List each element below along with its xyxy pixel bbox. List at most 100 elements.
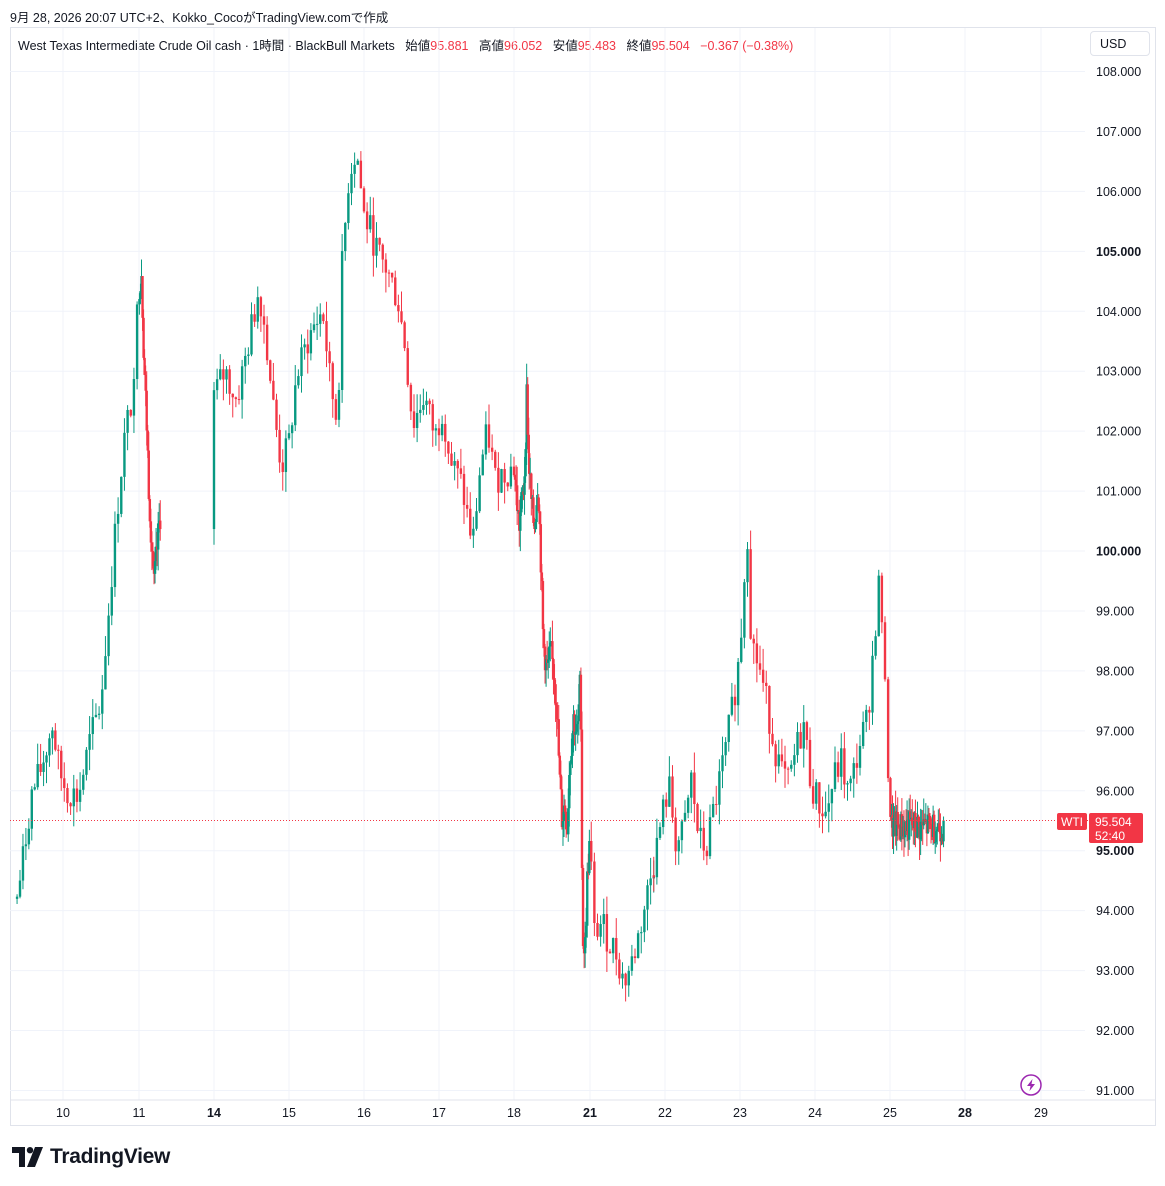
candle — [858, 734, 862, 776]
candle — [874, 630, 877, 660]
candle — [15, 894, 19, 904]
candle — [774, 740, 777, 783]
candle — [588, 829, 591, 876]
candle — [487, 404, 491, 453]
candle — [72, 774, 75, 827]
y-tick-label: 97.000 — [1096, 724, 1134, 738]
candle — [437, 418, 441, 452]
candle — [39, 743, 42, 776]
candle — [253, 304, 256, 327]
candle — [805, 720, 809, 750]
candle — [412, 394, 416, 438]
candle — [57, 744, 60, 770]
candle — [18, 869, 22, 899]
candle — [552, 657, 555, 695]
candle — [569, 760, 572, 796]
candle — [390, 272, 394, 283]
legend-low-value: 95.483 — [577, 39, 616, 53]
candle — [66, 783, 69, 813]
candle — [827, 784, 830, 833]
candle — [558, 752, 562, 778]
candle — [394, 270, 397, 307]
candle — [250, 302, 253, 357]
candle — [736, 658, 740, 726]
candle — [322, 312, 325, 325]
legend-close-label: 終値 — [626, 39, 652, 53]
candle — [347, 183, 350, 230]
candle — [624, 972, 627, 1002]
candle — [579, 667, 583, 742]
candle — [478, 467, 481, 514]
candle — [135, 301, 139, 390]
candle — [484, 411, 488, 460]
candle — [843, 732, 846, 799]
candle — [643, 905, 646, 943]
candle — [113, 511, 117, 597]
candle — [120, 476, 123, 518]
candle — [434, 424, 438, 446]
candle — [51, 727, 54, 755]
price-badge: WTI 95.504 52:40 — [1057, 813, 1143, 843]
candle — [132, 367, 136, 434]
candle — [777, 739, 780, 774]
candle — [665, 792, 668, 818]
candle — [397, 294, 400, 323]
candle — [733, 684, 737, 722]
candle — [234, 396, 238, 408]
candle — [671, 765, 674, 823]
candle — [21, 833, 25, 890]
candle — [331, 361, 334, 418]
x-tick-label: 18 — [507, 1106, 521, 1120]
candle — [222, 359, 225, 401]
candle — [821, 796, 824, 834]
lightning-icon[interactable] — [1020, 1074, 1042, 1096]
candle — [116, 497, 120, 543]
candle — [353, 152, 356, 188]
x-tick-label: 28 — [958, 1106, 972, 1120]
candle — [627, 965, 630, 997]
x-tick-label: 14 — [207, 1106, 221, 1120]
y-tick-label: 105.000 — [1096, 245, 1141, 259]
candle — [94, 703, 98, 718]
candle — [593, 852, 596, 937]
candle — [590, 821, 593, 870]
candle — [36, 743, 39, 790]
candle — [447, 441, 450, 464]
currency-button[interactable]: USD — [1090, 31, 1150, 56]
candle — [636, 930, 640, 959]
candle — [509, 453, 513, 489]
candle — [793, 743, 796, 777]
candle — [262, 304, 266, 344]
x-tick-label: 29 — [1034, 1106, 1048, 1120]
candle — [512, 456, 516, 478]
candle — [142, 309, 145, 361]
candle — [655, 818, 659, 885]
y-tick-label: 98.000 — [1096, 664, 1134, 678]
candle — [378, 237, 381, 252]
candle — [247, 347, 250, 365]
legend-close-value: 95.504 — [651, 39, 690, 53]
candle — [573, 710, 576, 746]
x-tick-label: 24 — [808, 1106, 822, 1120]
candle — [690, 770, 693, 814]
candle — [586, 862, 589, 938]
candle — [721, 736, 724, 789]
candle — [440, 415, 444, 442]
candle — [143, 349, 146, 376]
candle — [219, 354, 222, 381]
candle — [490, 434, 494, 461]
candle — [328, 341, 331, 382]
candle — [896, 797, 899, 841]
candle — [761, 648, 765, 692]
candle — [387, 269, 391, 288]
candle — [231, 393, 234, 418]
candle — [375, 222, 378, 268]
candle — [78, 772, 82, 812]
x-axis: 10 11 14 15 16 17 18 21 22 23 24 25 28 29 — [56, 1106, 1048, 1120]
candle — [75, 779, 79, 813]
candle — [746, 542, 749, 597]
candle — [768, 685, 771, 754]
chart-legend: West Texas Intermediate Crude Oil cash ·… — [18, 35, 793, 54]
candle — [699, 809, 702, 849]
